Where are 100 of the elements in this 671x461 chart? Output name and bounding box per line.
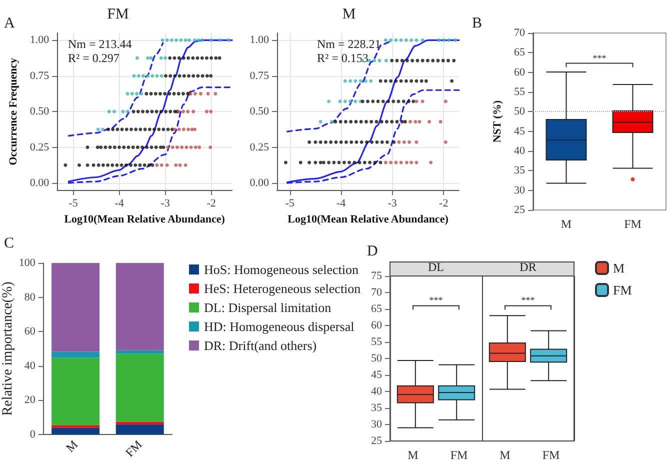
point	[444, 100, 448, 104]
point	[146, 74, 150, 78]
point	[107, 110, 111, 114]
point	[394, 38, 398, 42]
annotation: R² = 0.297	[68, 51, 120, 65]
point	[180, 146, 184, 150]
point	[177, 128, 181, 132]
point	[174, 163, 178, 167]
y-axis-title: NST (%)	[492, 100, 504, 143]
point	[140, 92, 144, 96]
point	[404, 160, 408, 164]
point	[399, 38, 403, 42]
point	[206, 92, 210, 96]
point	[384, 58, 388, 62]
y-tick-label: 0.25	[250, 141, 270, 154]
point	[132, 74, 136, 78]
bar	[116, 424, 164, 434]
point	[437, 38, 441, 42]
point	[414, 160, 418, 164]
point	[318, 120, 322, 124]
point	[343, 79, 347, 83]
point	[397, 140, 401, 144]
point	[420, 38, 424, 42]
point	[192, 128, 196, 132]
annotation: ***	[429, 295, 444, 306]
bar	[52, 352, 100, 358]
point	[184, 163, 188, 167]
point	[410, 160, 414, 164]
point	[404, 38, 408, 42]
point	[420, 100, 424, 104]
point	[194, 146, 198, 150]
y-tick-label: 25	[514, 204, 526, 216]
x-tick-label: DL	[428, 260, 444, 274]
point	[121, 110, 125, 114]
point	[135, 92, 139, 96]
point	[135, 56, 139, 60]
point	[184, 146, 188, 150]
point	[198, 146, 202, 150]
point	[176, 146, 179, 150]
point	[160, 38, 164, 42]
y-tick-label: 1.00	[250, 34, 270, 46]
bar	[52, 263, 100, 352]
y-tick-label: 25	[371, 435, 382, 447]
point	[186, 110, 190, 114]
text: A	[4, 16, 15, 32]
bar	[116, 350, 164, 354]
point	[166, 146, 170, 150]
point	[164, 56, 168, 60]
point	[179, 38, 183, 42]
point	[364, 79, 368, 83]
point	[165, 163, 169, 167]
point	[155, 74, 159, 78]
x-tick-label: -2	[439, 198, 448, 210]
point	[372, 58, 376, 62]
annotation: Nm = 228.21	[317, 37, 381, 51]
point	[414, 100, 418, 104]
point	[174, 38, 178, 42]
point	[130, 92, 134, 96]
point	[181, 110, 185, 114]
point	[112, 110, 116, 114]
point	[126, 92, 130, 96]
text: D	[367, 244, 378, 260]
y-tick-label: 0.00	[30, 176, 50, 189]
text: C	[4, 236, 14, 252]
y-tick-label: 65	[514, 46, 526, 59]
y-tick-label: 0.50	[30, 106, 50, 118]
y-tick-label: 0	[30, 428, 36, 440]
point	[414, 140, 418, 144]
point	[399, 160, 403, 164]
y-tick-label: 70	[371, 286, 382, 298]
y-tick-label: 80	[24, 291, 36, 304]
chart-title: FM	[107, 6, 129, 22]
point	[369, 79, 373, 83]
point	[141, 74, 145, 78]
text: B	[472, 16, 482, 32]
point	[155, 163, 159, 167]
point	[408, 140, 412, 144]
point	[384, 38, 388, 42]
bar	[52, 358, 100, 426]
point	[354, 100, 358, 104]
point	[136, 74, 140, 78]
y-tick-label: 40	[24, 360, 36, 372]
point	[186, 128, 190, 132]
point	[196, 38, 200, 42]
point	[172, 128, 176, 132]
y-tick-label: 45	[514, 125, 526, 138]
point	[327, 100, 331, 104]
y-tick-label: 60	[24, 326, 36, 338]
point	[408, 120, 412, 124]
point	[429, 160, 433, 164]
x-tick-label: -4	[336, 198, 346, 210]
y-tick-label: 55	[514, 86, 526, 98]
point	[160, 74, 164, 78]
point	[160, 163, 164, 167]
x-tick-label: -5	[285, 198, 295, 210]
point	[348, 79, 352, 83]
y-tick-label: 35	[514, 164, 526, 177]
point	[448, 38, 452, 42]
x-tick-label: -2	[206, 198, 216, 210]
y-tick-label: 20	[24, 394, 36, 406]
